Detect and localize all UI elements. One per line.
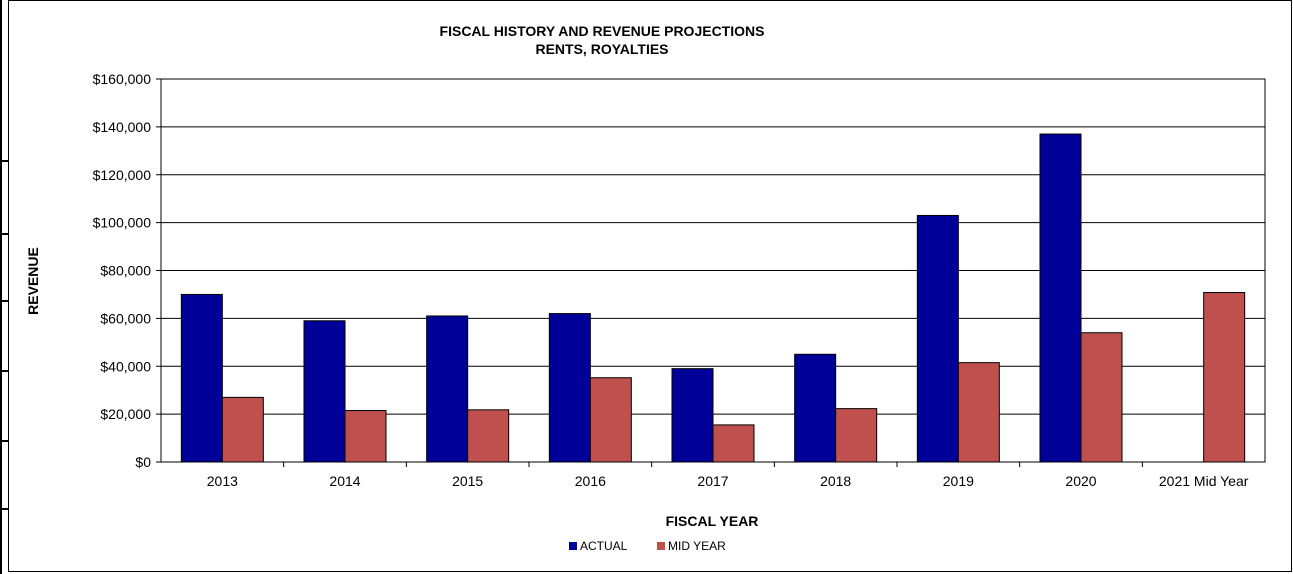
x-tick-label: 2013: [207, 473, 238, 489]
bar-actual-2013: [180, 293, 223, 463]
legend-label-actual: ACTUAL: [580, 539, 628, 553]
legend-swatch-mid-year: [657, 542, 665, 550]
y-tick-label: $140,000: [93, 119, 152, 135]
bar-mid-year-2015: [467, 409, 510, 463]
y-tick-label: $80,000: [100, 263, 151, 279]
border-tick: [0, 233, 8, 235]
axes: $0 $20,000 $40,000 $60,000 $80,000 $100,000 $1…: [93, 71, 1265, 489]
bars: [180, 133, 1246, 463]
bar-mid-year-2013: [221, 396, 264, 463]
legend-swatch-actual: [569, 542, 577, 550]
border-tick: [0, 370, 8, 372]
y-tick-label: $40,000: [100, 358, 151, 374]
legend: ACTUAL MID YEAR: [569, 539, 726, 553]
x-tick-label: 2017: [697, 473, 728, 489]
bar-actual-2016: [548, 313, 591, 463]
y-tick-label: $0: [135, 454, 151, 470]
bar-mid-year-2018: [835, 408, 878, 463]
y-tick-label: $60,000: [100, 310, 151, 326]
bar-actual-2014: [303, 320, 346, 463]
x-tick-label: 2019: [943, 473, 974, 489]
x-tick-label: 2020: [1065, 473, 1096, 489]
x-tick-label: 2015: [452, 473, 483, 489]
x-tick-label: 2014: [329, 473, 360, 489]
chart-subtitle: RENTS, ROYALTIES: [535, 41, 668, 57]
bar-mid-year-2019: [957, 362, 1000, 463]
bar-mid-year-2017: [712, 424, 755, 463]
y-tick-label: $160,000: [93, 71, 152, 87]
bar-mid-year-2016: [589, 377, 632, 463]
bar-actual-2019: [916, 214, 959, 463]
y-tick-label: $100,000: [93, 215, 152, 231]
chart-title: FISCAL HISTORY AND REVENUE PROJECTIONS: [440, 23, 765, 39]
bar-actual-2018: [794, 353, 837, 463]
x-tick-label: 2021 Mid Year: [1159, 473, 1249, 489]
x-tick-label: 2016: [575, 473, 606, 489]
legend-label-mid-year: MID YEAR: [668, 539, 726, 553]
bar-actual-2017: [671, 368, 714, 463]
border-tick: [0, 440, 8, 442]
y-tick-label: $20,000: [100, 406, 151, 422]
bar-mid-year-2020: [1080, 332, 1123, 463]
bar-actual-2020: [1039, 133, 1082, 463]
x-tick-label: 2018: [820, 473, 851, 489]
bar-actual-2015: [426, 315, 469, 463]
x-axis-title: FISCAL YEAR: [666, 513, 759, 529]
border-tick: [0, 160, 8, 162]
border-tick: [0, 300, 8, 302]
left-border-line: [0, 0, 2, 574]
y-axis-title: REVENUE: [25, 247, 41, 315]
y-tick-label: $120,000: [93, 167, 152, 183]
bar-mid-year-2021-mid-year: [1203, 292, 1246, 463]
border-tick: [0, 508, 8, 510]
bar-mid-year-2014: [344, 410, 387, 463]
